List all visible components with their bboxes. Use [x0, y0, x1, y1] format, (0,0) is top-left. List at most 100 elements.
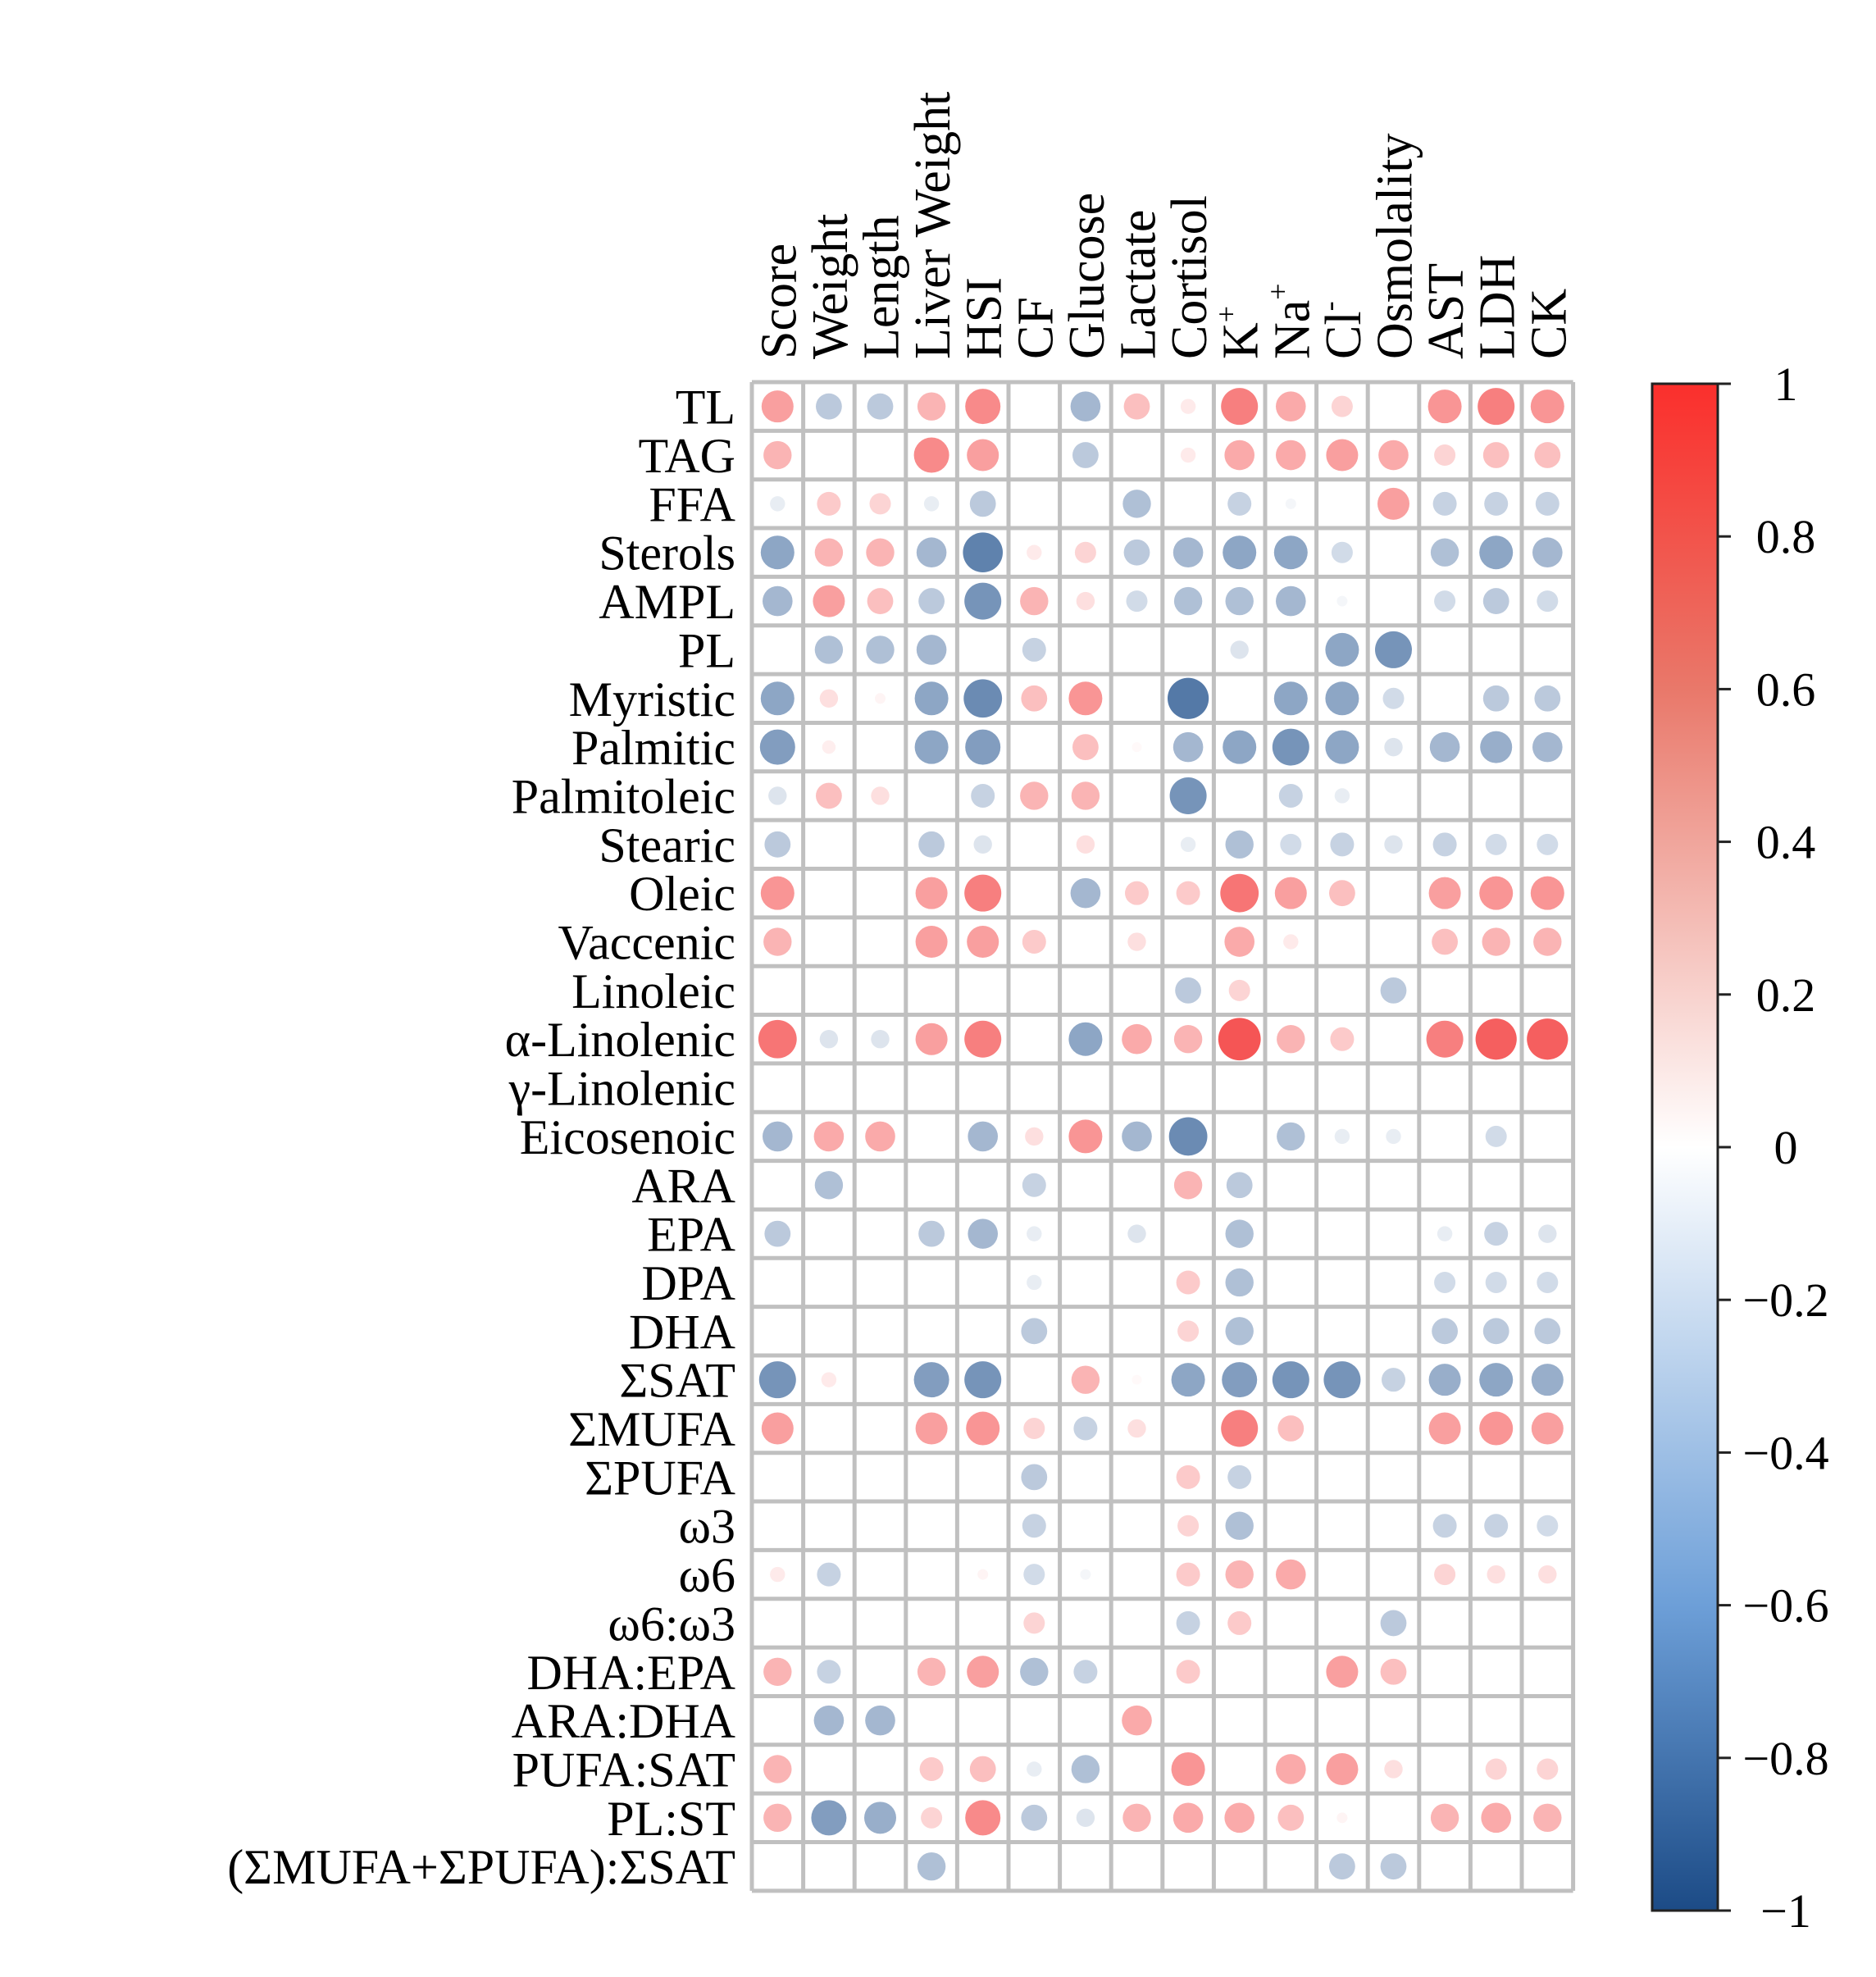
cell-tl-ast — [1427, 389, 1462, 424]
cell-palmitoleic-cf — [1020, 781, 1049, 810]
cell-ffa-score — [770, 496, 785, 512]
cell-ara-weight — [814, 1171, 844, 1200]
cell-pufa-k — [1227, 1465, 1252, 1489]
col-label-text: HSI — [957, 277, 1013, 359]
cell-tag-k — [1224, 440, 1254, 471]
cell-6-weight — [817, 1562, 841, 1587]
row-label-pl-st: PL:ST — [607, 1792, 735, 1846]
cell-sat-osmolality — [1382, 1368, 1405, 1392]
cell-tl-k — [1221, 388, 1259, 426]
cell-vaccenic-hsi — [967, 926, 999, 959]
cell-sterols-cortisol — [1172, 537, 1204, 568]
row-label-dpa: DPA — [641, 1256, 735, 1310]
row-label-ampl: AMPL — [599, 575, 735, 629]
cell-dpa-ldh — [1485, 1271, 1507, 1293]
cell-linolenic-cortisol — [1173, 1025, 1203, 1054]
cell-ampl-weight — [813, 585, 845, 617]
cell-tag-na — [1276, 440, 1306, 471]
row-label-linolenic: α-Linolenic — [505, 1013, 735, 1067]
cell-dha-epa-score — [763, 1657, 792, 1686]
cell-pl-st-k — [1224, 1802, 1254, 1834]
cell-palmitoleic-length — [871, 786, 890, 805]
cell-myristic-ldh — [1482, 685, 1509, 712]
row-label-epa: EPA — [647, 1208, 735, 1262]
colorbar-tick-label: −0.2 — [1742, 1273, 1828, 1327]
cell-dha-k — [1225, 1317, 1254, 1346]
cell-linolenic-hsi — [964, 1020, 1002, 1058]
row-label-6-3: ω6:ω3 — [608, 1597, 735, 1651]
cell-palmitic-na — [1272, 728, 1309, 766]
cell-linolenic-score — [758, 1019, 797, 1059]
cell-oleic-liver-weight — [915, 877, 948, 909]
cell-pl-st-liver-weight — [921, 1806, 943, 1829]
cell-pufa-sat-osmolality — [1384, 1760, 1403, 1779]
cell-sterols-k — [1223, 535, 1257, 570]
cell-myristic-weight — [819, 689, 839, 708]
colorbar-tick-label: 0.2 — [1756, 968, 1816, 1022]
cell-pl-weight — [814, 635, 844, 664]
cell-pl-st-cl — [1336, 1812, 1348, 1824]
cell-ffa-hsi — [969, 490, 996, 517]
cell-palmitoleic-na — [1278, 783, 1303, 808]
cell-myristic-na — [1273, 681, 1308, 716]
col-label-cortisol: Cortisol — [1162, 195, 1218, 359]
cell-palmitoleic-weight — [816, 782, 842, 809]
row-label-ara: ARA — [631, 1159, 735, 1213]
cell-palmitic-score — [759, 729, 795, 765]
cell-dha-epa-liver-weight — [917, 1657, 946, 1686]
row-label-palmitoleic: Palmitoleic — [512, 770, 735, 824]
cell-palmitic-hsi — [965, 729, 1001, 765]
cell-sat-hsi — [964, 1361, 1002, 1399]
cell-tag-score — [763, 440, 792, 470]
cell-sat-ast — [1428, 1364, 1461, 1396]
cell-sat-cortisol — [1171, 1363, 1205, 1397]
cell-6-ast — [1434, 1564, 1456, 1586]
row-label-stearic: Stearic — [599, 818, 735, 872]
cell-palmitoleic-hsi — [971, 783, 995, 808]
cell-pufa-sat-liver-weight — [919, 1756, 944, 1781]
cell-myristic-ck — [1534, 685, 1561, 712]
cell-myristic-cl — [1325, 681, 1359, 716]
cell-sat-glucose — [1071, 1365, 1100, 1394]
cell-palmitoleic-cortisol — [1169, 777, 1207, 814]
cell-tag-ck — [1534, 442, 1561, 468]
row-label-ara-dha: ARA:DHA — [512, 1694, 735, 1748]
cell-ampl-ldh — [1482, 588, 1509, 614]
cell-epa-liver-weight — [918, 1220, 945, 1247]
cell-tl-ldh — [1478, 388, 1515, 426]
cell-6-na — [1276, 1559, 1306, 1590]
cell-dpa-ast — [1434, 1271, 1456, 1293]
cell-dha-epa-glucose — [1073, 1660, 1098, 1684]
cell-palmitoleic-score — [768, 786, 787, 805]
cell-palmitic-weight — [822, 740, 836, 754]
row-label-oleic: Oleic — [629, 867, 735, 921]
row-label-sat: ΣSAT — [619, 1354, 735, 1408]
cell-pufa-sat-cf — [1027, 1761, 1042, 1777]
cell-mufa-pufa-sat-cl — [1329, 1853, 1355, 1880]
cell-6-k — [1225, 1560, 1254, 1589]
cell-ara-k — [1226, 1172, 1253, 1199]
cell-ampl-liver-weight — [918, 588, 945, 614]
colorbar-tick-label: 0 — [1774, 1121, 1798, 1174]
cell-pl-st-glucose — [1076, 1808, 1095, 1828]
row-label-pufa-sat: PUFA:SAT — [512, 1743, 735, 1797]
cell-stearic-glucose — [1076, 835, 1095, 854]
cell-tl-cl — [1331, 395, 1353, 417]
col-label-ldh: LDH — [1470, 255, 1526, 359]
cell-sterols-cf — [1027, 544, 1042, 560]
cell-dha-epa-cf — [1020, 1657, 1049, 1686]
cell-pufa-sat-cl — [1326, 1752, 1359, 1785]
cell-tl-weight — [816, 393, 842, 420]
col-label-text: LDH — [1470, 255, 1526, 359]
cell-sterols-weight — [814, 538, 844, 567]
cell-sat-cl — [1323, 1361, 1361, 1399]
cell-palmitic-cl — [1325, 730, 1359, 764]
col-label-text: Cortisol — [1162, 195, 1218, 359]
col-label-na: Na+ — [1261, 283, 1320, 359]
cell-ffa-weight — [817, 491, 841, 516]
colorbar-tick-label: 0.8 — [1756, 510, 1816, 563]
cell-epa-ck — [1538, 1224, 1557, 1243]
cell-epa-lactate — [1127, 1224, 1146, 1243]
cell-6-3-osmolality — [1380, 1610, 1407, 1637]
cell-linolenic-weight — [819, 1030, 839, 1049]
